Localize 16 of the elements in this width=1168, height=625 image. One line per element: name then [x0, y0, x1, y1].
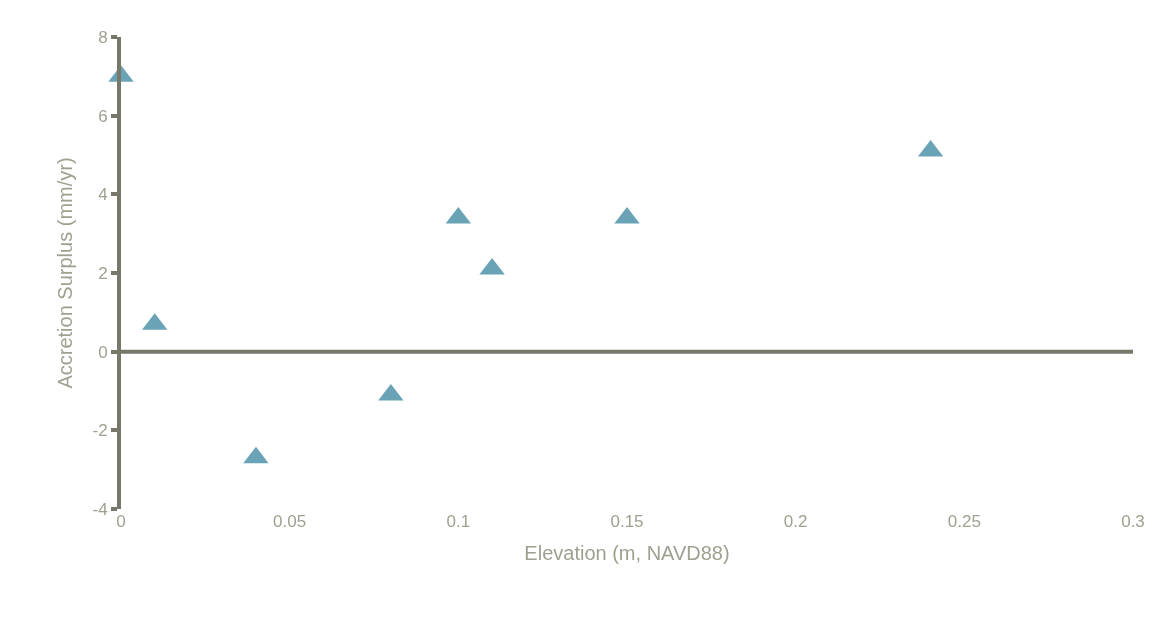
x-tick-label: 0.15 — [610, 512, 644, 531]
y-tick-label: 8 — [98, 27, 108, 47]
y-tick-label: 4 — [98, 185, 108, 205]
x-tick-label: 0.2 — [783, 512, 808, 531]
x-tick-label: 0 — [116, 512, 126, 531]
y-tick-label: -4 — [92, 499, 108, 519]
x-tick-label: 0.25 — [947, 512, 981, 531]
y-tick-label: -2 — [92, 421, 108, 441]
x-tick-label: 0.05 — [273, 512, 307, 531]
y-tick-label: 2 — [98, 263, 108, 283]
x-tick-label: 0.3 — [1121, 512, 1145, 531]
y-tick-label: 6 — [98, 106, 108, 126]
y-axis-title: Accretion Surplus (mm/yr) — [54, 157, 77, 389]
y-tick-label: 0 — [98, 342, 108, 362]
x-tick-label: 0.1 — [446, 512, 471, 531]
x-axis-title: Elevation (m, NAVD88) — [524, 541, 730, 564]
